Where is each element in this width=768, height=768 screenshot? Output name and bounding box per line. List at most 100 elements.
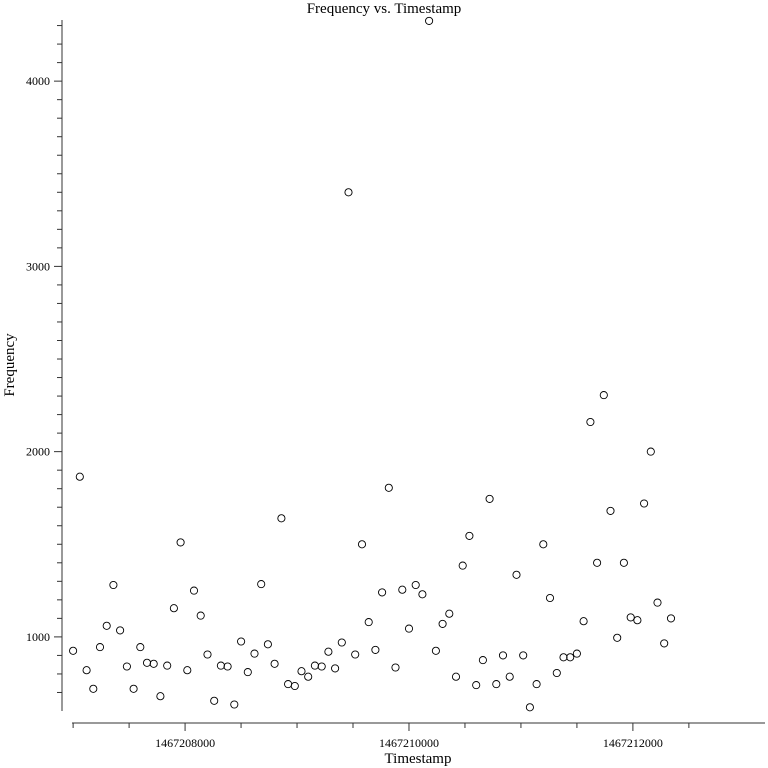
data-point — [149, 659, 158, 668]
data-point — [203, 650, 212, 659]
data-point — [109, 580, 118, 590]
data-point — [75, 472, 84, 481]
data-point — [438, 619, 447, 628]
data-point — [425, 16, 434, 25]
data-point — [277, 514, 286, 523]
data-point — [82, 666, 91, 675]
data-point — [640, 499, 649, 508]
data-point — [270, 659, 279, 668]
data-point — [243, 668, 252, 677]
y-axis-label: Frequency — [2, 333, 18, 397]
data-point — [102, 621, 111, 630]
data-point — [626, 613, 635, 622]
data-point — [613, 633, 622, 642]
data-point — [559, 653, 568, 662]
data-point — [310, 661, 319, 670]
data-point — [163, 661, 172, 670]
data-point — [606, 506, 615, 515]
data-point — [116, 626, 125, 635]
data-point — [257, 580, 266, 589]
data-point — [378, 588, 387, 597]
data-point — [525, 703, 534, 712]
data-point — [89, 684, 98, 693]
data-point — [183, 666, 192, 675]
data-point — [223, 662, 232, 671]
data-point — [344, 188, 353, 197]
x-tick-label: 1467208000 — [155, 736, 215, 750]
data-point — [552, 668, 561, 678]
y-tick-label: 1000 — [26, 630, 50, 644]
data-point — [95, 643, 105, 652]
x-axis-label: Timestamp — [385, 751, 452, 767]
data-point — [331, 664, 340, 673]
data-point — [69, 646, 78, 655]
data-point — [284, 680, 293, 689]
ticks: 1000 2000 3000 4000 1467208000 1467210000 1467… — [26, 25, 690, 750]
data-point — [210, 696, 219, 705]
data-point — [586, 417, 595, 427]
data-point — [384, 483, 393, 492]
data-point — [304, 672, 313, 681]
data-point — [653, 598, 662, 607]
data-point — [539, 540, 548, 549]
data-points — [69, 16, 676, 712]
data-point — [532, 680, 541, 689]
data-point — [445, 609, 454, 618]
data-point — [458, 561, 467, 570]
data-point — [216, 661, 225, 670]
data-point — [505, 672, 514, 681]
data-point — [451, 672, 461, 681]
data-point — [465, 531, 474, 540]
data-point — [324, 647, 333, 656]
data-point — [404, 624, 414, 633]
data-point — [337, 638, 346, 647]
data-point — [357, 540, 367, 549]
data-point — [478, 656, 487, 665]
data-point — [660, 639, 669, 648]
y-tick-label: 4000 — [26, 74, 50, 88]
data-point — [297, 667, 306, 676]
data-point — [411, 580, 420, 590]
data-point — [176, 538, 185, 547]
data-point — [189, 586, 199, 595]
data-point — [498, 651, 508, 660]
data-point — [136, 643, 145, 652]
data-point — [619, 558, 628, 567]
data-point — [196, 611, 205, 620]
data-point — [156, 692, 165, 701]
y-tick-label: 2000 — [26, 445, 50, 459]
data-point — [545, 593, 555, 603]
data-point — [364, 618, 373, 627]
data-point — [633, 616, 642, 625]
data-point — [593, 558, 602, 567]
x-tick-label: 1467210000 — [379, 736, 439, 750]
chart-title: Frequency vs. Timestamp — [307, 1, 462, 17]
data-point — [317, 662, 326, 671]
x-tick-label: 1467212000 — [603, 736, 663, 750]
data-point — [418, 590, 427, 599]
data-point — [391, 663, 400, 672]
data-point — [572, 649, 581, 658]
data-point — [646, 447, 655, 456]
y-tick-label: 3000 — [26, 259, 50, 273]
data-point — [398, 585, 407, 594]
data-point — [129, 684, 138, 693]
data-point — [431, 646, 440, 655]
data-point — [371, 645, 380, 654]
data-point — [492, 680, 501, 689]
data-point — [579, 617, 588, 626]
data-point — [122, 662, 131, 671]
data-point — [512, 570, 521, 579]
data-point — [230, 700, 239, 709]
data-point — [169, 604, 178, 613]
data-point — [519, 651, 528, 660]
data-point — [142, 658, 152, 667]
data-point — [351, 650, 360, 659]
axes — [61, 20, 765, 724]
data-point — [485, 494, 494, 503]
data-point — [250, 649, 259, 658]
data-point — [472, 681, 481, 690]
data-point — [237, 637, 246, 646]
data-point — [263, 640, 272, 649]
